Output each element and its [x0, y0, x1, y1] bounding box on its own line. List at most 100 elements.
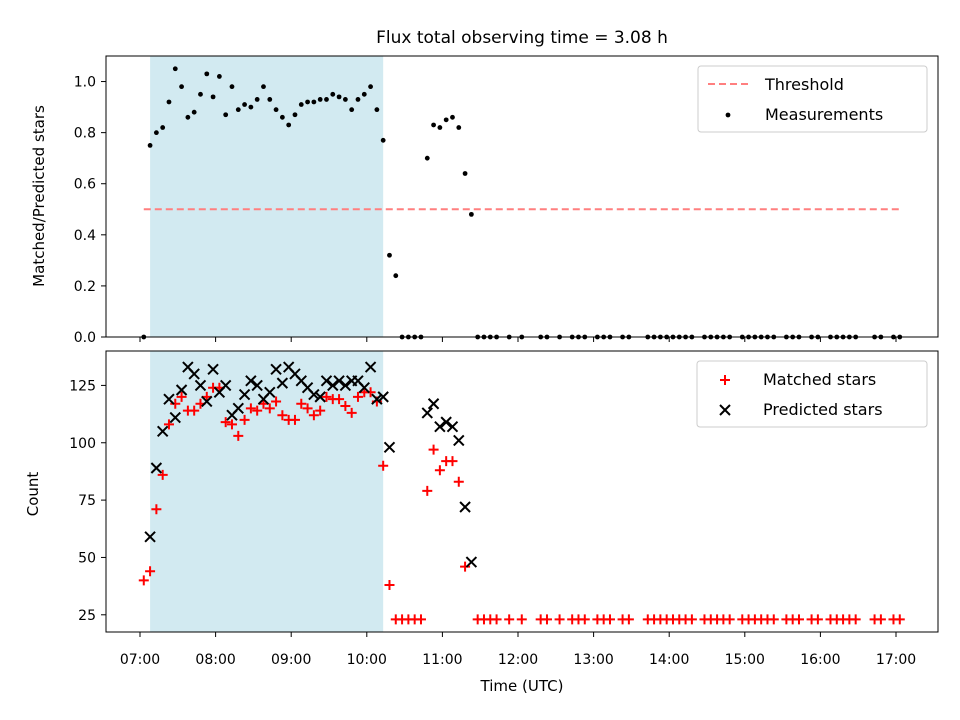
matched-star-point — [277, 410, 288, 421]
count-legend[interactable]: Matched stars Predicted stars — [696, 360, 928, 428]
predicted-star-point — [371, 393, 383, 405]
predicted-star-point — [453, 434, 465, 447]
measurement-point — [462, 171, 468, 176]
measurement-point — [172, 66, 178, 72]
predicted-star-point — [308, 388, 320, 401]
x-tick-label: 07:00 — [120, 652, 160, 668]
measurement-point — [286, 122, 292, 128]
count-y-ticks: 25 50 75 100 125 — [69, 378, 106, 624]
predicted-star-point — [440, 416, 452, 428]
count-legend-box — [696, 360, 928, 428]
predicted-star-point — [427, 398, 440, 410]
measurement-point — [468, 211, 474, 217]
x-tick-label: 15:00 — [725, 652, 765, 668]
x-tick-label: 14:00 — [649, 652, 689, 668]
measurement-point — [279, 114, 285, 120]
measurement-point — [298, 102, 304, 107]
matched-star-point — [315, 405, 326, 416]
measurement-point — [330, 91, 336, 97]
measurement-point — [198, 91, 203, 97]
predicted-star-point — [194, 379, 207, 392]
legend-predicted-swatch — [719, 404, 731, 416]
legend-cross-marker — [719, 404, 731, 416]
predicted-star-point — [144, 531, 156, 543]
predicted-star-point — [276, 377, 289, 389]
predicted-star-point — [339, 379, 352, 392]
measurement-point — [261, 84, 266, 90]
x-tick-label: 13:00 — [573, 652, 613, 668]
observing-span-bottom — [150, 351, 384, 632]
ratio-panel: 0.0 0.2 0.4 0.6 0.8 1.0 Matched/Predicted sta… — [30, 55, 939, 346]
measurement-point — [374, 107, 380, 113]
measurement-point — [267, 97, 273, 102]
y-tick-label: 0.0 — [74, 330, 96, 346]
predicted-star-point — [314, 391, 326, 403]
matched-star-point — [415, 614, 426, 625]
matched-star-point — [352, 391, 363, 402]
matched-star-point — [875, 614, 886, 625]
predicted-star-point — [219, 379, 232, 392]
legend-threshold-label: Threshold — [764, 75, 844, 94]
predicted-star-point — [446, 420, 459, 433]
measurement-point — [342, 97, 348, 102]
measurement-point — [185, 114, 191, 120]
measurement-point — [305, 99, 310, 105]
matched-star-point — [422, 485, 433, 496]
ratio-y-axis-label: Matched/Predicted stars — [30, 105, 48, 287]
predicted-star-point — [207, 363, 219, 376]
measurement-point — [387, 252, 392, 258]
measurement-point — [361, 91, 367, 97]
count-panel: 25 50 75 100 125 07:00 08:00 09:00 10:00 11:00 12… — [24, 350, 939, 668]
matched-star-point — [724, 614, 735, 625]
matched-star-point — [447, 456, 458, 467]
y-tick-label: 125 — [69, 378, 96, 394]
legend-measurements-swatch — [725, 112, 731, 118]
matched-star-point — [686, 614, 697, 625]
predicted-star-point — [163, 393, 175, 405]
y-tick-label: 1.0 — [74, 75, 96, 91]
predicted-star-point — [434, 420, 446, 433]
matched-star-point — [768, 614, 779, 625]
observing-span-top — [150, 56, 384, 337]
predicted-star-point — [270, 363, 282, 376]
measurements-points — [141, 66, 903, 340]
matched-star-point — [434, 465, 445, 476]
matched-star-point — [226, 419, 237, 430]
legend-matched-swatch — [720, 375, 730, 385]
measurement-point — [229, 84, 235, 90]
matched-star-point — [579, 614, 590, 625]
predicted-star-point — [459, 501, 471, 513]
measurement-point — [179, 84, 184, 90]
measurement-point — [424, 155, 430, 161]
matched-star-point — [384, 579, 395, 590]
measurement-point — [292, 112, 298, 118]
matched-star-point — [334, 394, 345, 405]
matched-star-point — [541, 614, 552, 625]
matched-star-point — [271, 396, 282, 407]
predicted-star-point — [327, 379, 339, 392]
ratio-y-ticks: 0.0 0.2 0.4 0.6 0.8 1.0 — [74, 75, 106, 346]
predicted-stars-points — [144, 361, 478, 568]
measurement-point — [349, 107, 355, 113]
measurement-point — [223, 112, 229, 118]
measurement-point — [242, 102, 247, 107]
measurement-point — [317, 97, 323, 102]
predicted-star-point — [150, 462, 163, 474]
count-y-axis-label: Count — [24, 472, 42, 517]
matched-star-point — [793, 614, 804, 625]
matched-star-point — [138, 575, 149, 586]
figure-title: Flux total observing time = 3.08 h — [376, 28, 668, 48]
ratio-legend[interactable]: Threshold Measurements — [697, 65, 928, 133]
predicted-star-point — [333, 375, 345, 387]
measurement-point — [324, 97, 329, 102]
predicted-star-point — [201, 395, 213, 408]
measurement-point — [431, 122, 436, 128]
predicted-star-point — [238, 388, 251, 401]
predicted-star-point — [156, 425, 169, 437]
y-tick-label: 0.8 — [74, 126, 96, 142]
x-tick-label: 11:00 — [422, 652, 462, 668]
measurement-point — [235, 107, 241, 113]
measurement-point — [368, 84, 373, 90]
matched-star-point — [252, 405, 263, 416]
